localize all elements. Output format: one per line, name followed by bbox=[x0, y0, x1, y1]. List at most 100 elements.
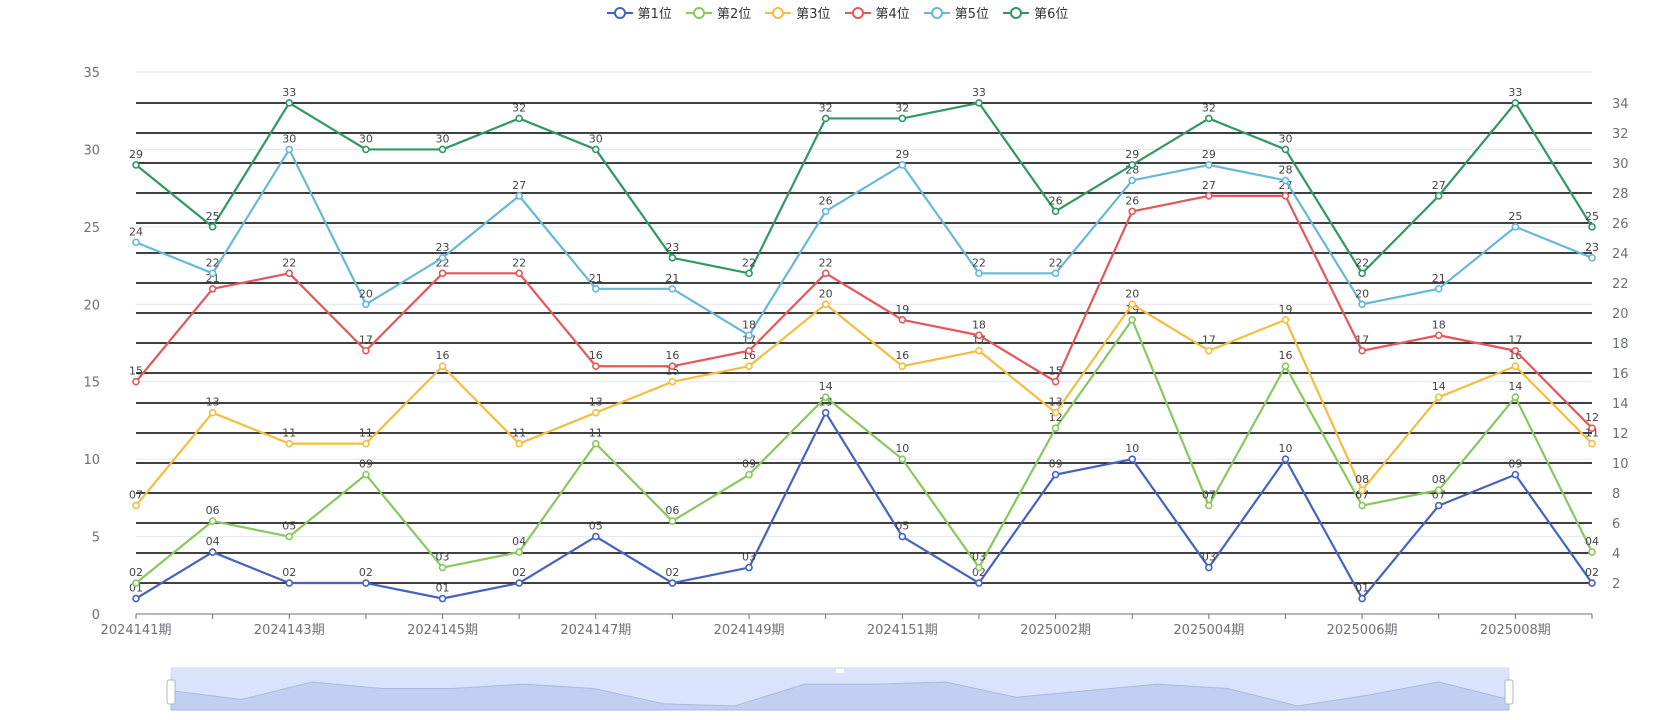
data-point[interactable] bbox=[898, 114, 907, 123]
data-point[interactable] bbox=[362, 470, 370, 479]
datazoom-grip-icon[interactable] bbox=[836, 669, 844, 673]
series-line-3[interactable] bbox=[135, 303, 1593, 507]
data-point[interactable] bbox=[208, 223, 217, 231]
series-line-5[interactable] bbox=[135, 148, 1593, 337]
data-point[interactable] bbox=[1511, 99, 1520, 107]
data-point[interactable] bbox=[591, 408, 600, 417]
data-point[interactable] bbox=[1128, 176, 1137, 185]
data-point[interactable] bbox=[745, 563, 753, 572]
datazoom-handle-left[interactable] bbox=[166, 679, 176, 705]
data-point[interactable] bbox=[1205, 161, 1213, 169]
data-point[interactable] bbox=[821, 269, 830, 278]
data-point[interactable] bbox=[975, 331, 983, 340]
data-point[interactable] bbox=[821, 393, 830, 402]
data-point[interactable] bbox=[745, 470, 753, 479]
data-point[interactable] bbox=[1051, 408, 1060, 417]
data-point[interactable] bbox=[1511, 393, 1520, 402]
data-point[interactable] bbox=[515, 439, 523, 448]
data-point[interactable] bbox=[285, 145, 294, 154]
data-point[interactable] bbox=[668, 362, 677, 371]
data-point[interactable] bbox=[515, 114, 523, 123]
data-point[interactable] bbox=[1051, 470, 1060, 479]
data-point[interactable] bbox=[362, 439, 370, 448]
legend-item-6[interactable]: 第6位 bbox=[1003, 3, 1068, 22]
data-point[interactable] bbox=[1511, 470, 1520, 479]
data-point[interactable] bbox=[898, 532, 907, 541]
data-point[interactable] bbox=[515, 192, 523, 200]
data-point[interactable] bbox=[1128, 315, 1137, 324]
data-point[interactable] bbox=[1281, 192, 1290, 200]
data-point[interactable] bbox=[1434, 501, 1443, 510]
data-point[interactable] bbox=[515, 548, 523, 556]
data-point[interactable] bbox=[975, 269, 983, 278]
data-point[interactable] bbox=[438, 563, 447, 572]
data-point[interactable] bbox=[132, 161, 140, 169]
series-line-2[interactable] bbox=[135, 318, 1593, 584]
legend-item-1[interactable]: 第1位 bbox=[606, 3, 672, 22]
data-point[interactable] bbox=[668, 377, 677, 386]
data-point[interactable] bbox=[1434, 192, 1443, 200]
data-point[interactable] bbox=[821, 408, 830, 417]
data-point[interactable] bbox=[821, 207, 830, 216]
data-point[interactable] bbox=[1051, 207, 1060, 216]
data-point[interactable] bbox=[975, 563, 983, 572]
data-point[interactable] bbox=[132, 594, 140, 603]
data-point[interactable] bbox=[975, 99, 983, 107]
data-point[interactable] bbox=[438, 269, 447, 278]
data-point[interactable] bbox=[745, 331, 753, 340]
data-point[interactable] bbox=[1434, 486, 1443, 494]
data-point[interactable] bbox=[1588, 424, 1596, 432]
data-point[interactable] bbox=[1051, 269, 1060, 278]
data-point[interactable] bbox=[1358, 501, 1366, 510]
data-point[interactable] bbox=[438, 594, 447, 603]
data-point[interactable] bbox=[591, 532, 600, 541]
data-point[interactable] bbox=[1128, 207, 1137, 216]
data-point[interactable] bbox=[285, 532, 294, 541]
data-point[interactable] bbox=[1205, 501, 1213, 510]
data-point[interactable] bbox=[1434, 331, 1443, 340]
data-point[interactable] bbox=[515, 579, 523, 587]
data-point[interactable] bbox=[898, 362, 907, 371]
data-point[interactable] bbox=[132, 579, 140, 587]
data-point[interactable] bbox=[975, 579, 983, 587]
data-point[interactable] bbox=[1205, 563, 1213, 572]
data-point[interactable] bbox=[591, 362, 600, 371]
data-point[interactable] bbox=[362, 300, 370, 309]
data-point[interactable] bbox=[438, 362, 447, 371]
data-point[interactable] bbox=[1588, 548, 1596, 556]
data-point[interactable] bbox=[668, 579, 677, 587]
data-point[interactable] bbox=[1434, 284, 1443, 293]
data-point[interactable] bbox=[1128, 455, 1137, 463]
data-point[interactable] bbox=[1588, 223, 1596, 231]
data-point[interactable] bbox=[898, 455, 907, 463]
data-point[interactable] bbox=[1281, 145, 1290, 154]
data-point[interactable] bbox=[285, 579, 294, 587]
data-point[interactable] bbox=[132, 501, 140, 510]
data-point[interactable] bbox=[591, 439, 600, 448]
data-point[interactable] bbox=[285, 439, 294, 448]
data-point[interactable] bbox=[208, 517, 217, 525]
data-point[interactable] bbox=[1358, 346, 1366, 355]
data-point[interactable] bbox=[668, 254, 677, 262]
data-point[interactable] bbox=[1281, 315, 1290, 324]
data-point[interactable] bbox=[1281, 176, 1290, 185]
data-point[interactable] bbox=[1358, 594, 1366, 603]
data-point[interactable] bbox=[821, 114, 830, 123]
data-point[interactable] bbox=[208, 548, 217, 556]
data-point[interactable] bbox=[745, 346, 753, 355]
data-point[interactable] bbox=[591, 145, 600, 154]
data-point[interactable] bbox=[438, 254, 447, 262]
data-point[interactable] bbox=[438, 145, 447, 154]
data-point[interactable] bbox=[745, 362, 753, 371]
data-point[interactable] bbox=[1588, 254, 1596, 262]
data-point[interactable] bbox=[745, 269, 753, 278]
data-point[interactable] bbox=[1511, 223, 1520, 231]
legend-item-4[interactable]: 第4位 bbox=[844, 3, 910, 22]
data-point[interactable] bbox=[975, 346, 983, 355]
data-point[interactable] bbox=[285, 269, 294, 278]
data-point[interactable] bbox=[591, 284, 600, 293]
data-point[interactable] bbox=[1051, 377, 1060, 386]
data-point[interactable] bbox=[1205, 114, 1213, 123]
data-point[interactable] bbox=[1511, 346, 1520, 355]
data-point[interactable] bbox=[1205, 346, 1213, 355]
